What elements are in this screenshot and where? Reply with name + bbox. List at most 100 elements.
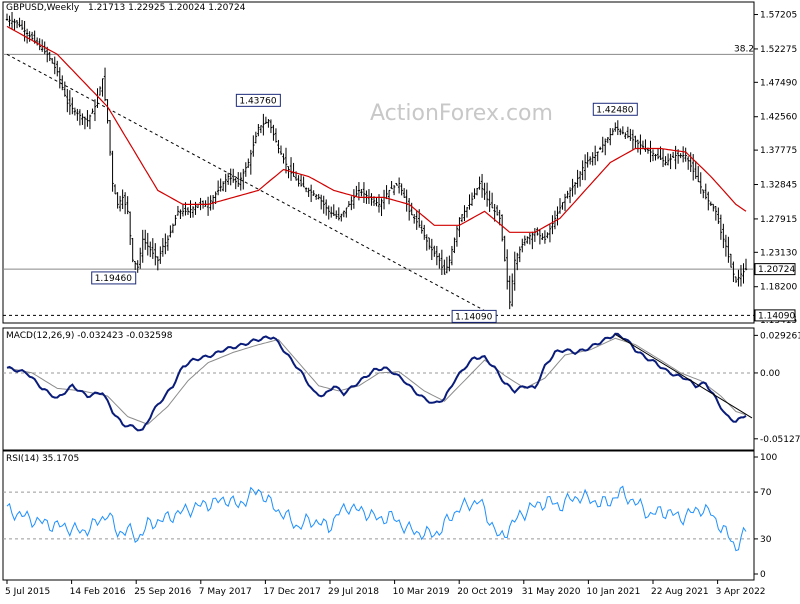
ohlc-bar xyxy=(561,202,564,210)
ohlc-bar xyxy=(571,178,574,197)
ohlc-bar xyxy=(287,166,290,179)
ohlc-bar xyxy=(649,140,652,163)
ohlc-bar xyxy=(277,139,280,154)
ohlc-bar xyxy=(309,184,313,203)
ohlc-bar xyxy=(375,197,378,207)
x-tick-label: 10 Jan 2021 xyxy=(586,587,640,597)
rsi-panel-header: RSI(14) 35.1705 xyxy=(6,454,80,464)
ohlc-bar xyxy=(136,260,139,273)
ohlc-bar xyxy=(709,201,713,206)
ohlc-bar xyxy=(664,156,667,166)
ohlc-bar xyxy=(573,182,577,195)
macd-line xyxy=(6,332,747,432)
ohlc-bar xyxy=(370,193,373,206)
ohlc-bar xyxy=(518,246,521,263)
ohlc-bar xyxy=(131,237,134,263)
ohlc-bar xyxy=(435,245,439,266)
swing-point-label-box xyxy=(91,271,137,285)
ohlc-bar xyxy=(503,235,506,262)
x-tick-label: 5 Jul 2015 xyxy=(5,587,50,597)
ohlc-bar xyxy=(58,67,61,89)
ohlc-bar xyxy=(116,192,119,209)
ohlc-bar xyxy=(636,139,640,153)
ohlc-bar xyxy=(606,137,609,144)
ohlc-bar xyxy=(407,198,411,221)
ohlc-bar xyxy=(651,149,655,162)
ohlc-bar xyxy=(350,196,353,211)
ohlc-bar xyxy=(13,18,16,31)
ohlc-bar xyxy=(666,153,670,166)
ohlc-bar xyxy=(274,128,278,143)
ohlc-bar xyxy=(327,205,330,220)
ohlc-bar xyxy=(108,120,112,156)
ohlc-bar xyxy=(269,119,273,134)
ohlc-bar xyxy=(402,188,406,198)
ohlc-bar xyxy=(209,195,212,211)
ohlc-bar xyxy=(317,193,320,200)
ohlc-bar xyxy=(724,234,728,257)
ohlc-bar xyxy=(367,189,371,204)
ohlc-bar xyxy=(229,168,232,186)
ohlc-bar xyxy=(742,263,745,284)
ohlc-bar xyxy=(337,207,340,221)
ohlc-bar xyxy=(661,149,665,168)
ohlc-bar xyxy=(694,161,697,179)
ohlc-bar xyxy=(267,118,270,128)
ohlc-bar xyxy=(302,176,305,188)
ohlc-bar xyxy=(171,223,175,234)
ohlc-bar xyxy=(576,169,579,188)
ohlc-bar xyxy=(322,195,325,214)
ohlc-bar xyxy=(734,276,738,283)
ohlc-bar xyxy=(352,189,356,209)
price-axis-marker-label: 1.14090 xyxy=(758,311,795,321)
rsi-panel-frame xyxy=(2,450,755,581)
ohlc-bar xyxy=(473,188,476,199)
ohlc-bar xyxy=(526,236,529,244)
ohlc-bar xyxy=(727,236,730,263)
ohlc-bar xyxy=(28,31,31,42)
ohlc-bar xyxy=(679,153,682,159)
ohlc-bar xyxy=(591,152,594,166)
ohlc-bar xyxy=(397,177,401,194)
ohlc-bar xyxy=(307,187,310,197)
ohlc-bar xyxy=(669,153,672,170)
ohlc-bar xyxy=(490,192,494,209)
rsi-line xyxy=(6,485,747,552)
ohlc-bar xyxy=(485,182,489,207)
ohlc-bar xyxy=(257,124,260,137)
ohlc-bar xyxy=(498,209,501,226)
ohlc-bar xyxy=(611,128,614,136)
ohlc-bar xyxy=(533,228,537,242)
ohlc-bar xyxy=(20,20,24,31)
ohlc-bar xyxy=(63,81,67,97)
ohlc-bar xyxy=(121,189,124,210)
ohlc-bar xyxy=(395,182,398,186)
ohlc-bar xyxy=(639,134,642,155)
ohlc-bar xyxy=(400,183,403,196)
ohlc-bar xyxy=(262,113,265,136)
ohlc-bar xyxy=(604,138,607,156)
ohlc-bar xyxy=(88,114,92,130)
ohlc-bar xyxy=(601,136,604,153)
symbol-label: GBPUSD,Weekly xyxy=(6,3,80,13)
ohlc-bar xyxy=(475,187,479,196)
rsi-y-tick-label: 70 xyxy=(760,488,772,498)
ohlc-bar xyxy=(325,199,328,216)
ohlc-bar xyxy=(61,75,64,91)
ohlc-bar xyxy=(458,217,461,238)
ohlc-bar xyxy=(154,243,157,266)
ohlc-bar xyxy=(697,166,700,183)
ohlc-bar xyxy=(126,196,129,215)
ohlc-bar xyxy=(25,28,29,44)
ohlc-bar xyxy=(553,210,557,230)
ohlc-bar xyxy=(362,182,366,203)
ohlc-bar xyxy=(629,128,632,141)
ohlc-bar xyxy=(558,198,562,214)
ohlc-bar xyxy=(523,235,527,246)
ohlc-bar xyxy=(681,146,685,163)
ohlc-bar xyxy=(284,147,288,174)
ohlc-bar xyxy=(463,205,466,222)
ohlc-bar xyxy=(23,20,26,42)
ohlc-bar xyxy=(111,150,114,192)
